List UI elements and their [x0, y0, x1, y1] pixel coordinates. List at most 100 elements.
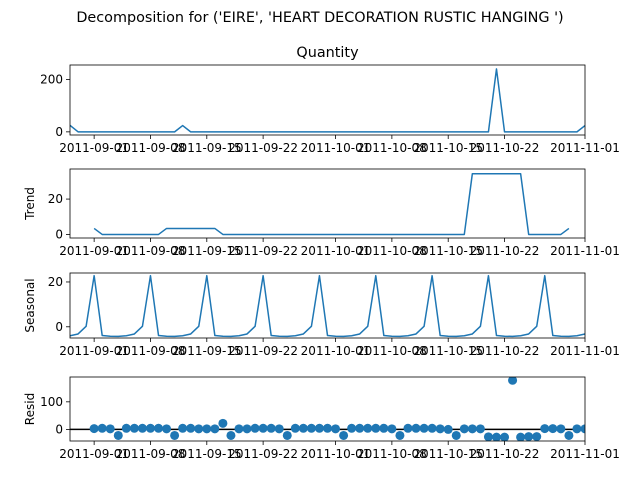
series-line: [70, 274, 585, 338]
resid-point: [491, 432, 501, 441]
y-axis-label: Trend: [23, 187, 37, 221]
resid-point: [234, 424, 244, 434]
resid-point: [403, 423, 413, 433]
x-tick-label: 2011-10-08: [357, 344, 427, 358]
axes-frame: [69, 64, 586, 136]
resid-point: [548, 424, 558, 434]
x-tick-label: 2011-11-01: [550, 244, 620, 258]
x-tick-label: 2011-10-08: [357, 244, 427, 258]
resid-point: [339, 430, 349, 440]
resid-point: [395, 430, 405, 440]
resid-point: [89, 424, 99, 434]
x-tick-label: 2011-11-01: [550, 344, 620, 358]
panel-observed: Quantity02002011-09-012011-09-082011-09-…: [40, 45, 620, 155]
panel-resid: Resid01002011-09-012011-09-082011-09-152…: [23, 376, 620, 461]
y-tick-label: 200: [40, 72, 63, 86]
x-tick-label: 2011-10-08: [357, 447, 427, 461]
resid-point: [202, 424, 212, 434]
resid-point: [154, 423, 164, 433]
x-tick-label: 2011-10-01: [301, 447, 371, 461]
resid-point: [306, 423, 316, 433]
resid-point: [250, 423, 260, 433]
x-tick-label: 2011-10-22: [470, 447, 540, 461]
resid-point: [451, 430, 461, 440]
resid-point: [387, 424, 397, 434]
panel-seasonal: Seasonal 0 20 2011-09-012011-09-082011-09-1…: [23, 272, 620, 358]
resid-point: [121, 423, 131, 433]
resid-point: [323, 423, 332, 433]
resid-point: [508, 377, 518, 385]
resid-point: [210, 424, 220, 434]
x-tick-label: 2011-09-08: [116, 244, 186, 258]
x-tick-label: 2011-10-15: [413, 344, 483, 358]
resid-point: [435, 424, 445, 434]
resid-point: [483, 432, 493, 441]
x-tick-label: 2011-10-22: [470, 141, 540, 155]
series-trend: [93, 173, 570, 236]
resid-point: [186, 423, 196, 433]
resid-point: [419, 423, 429, 433]
resid-point: [379, 423, 389, 433]
resid-point: [371, 423, 381, 433]
resid-point: [178, 423, 188, 433]
resid-point: [129, 423, 139, 433]
x-tick-label: 2011-09-22: [228, 344, 298, 358]
resid-point: [443, 424, 453, 434]
resid-point: [411, 423, 421, 433]
resid-point: [459, 424, 469, 434]
panel-title: Quantity: [296, 45, 359, 61]
x-tick-label: 2011-09-15: [172, 344, 242, 358]
resid-point: [564, 430, 574, 440]
x-tick-label: 2011-09-22: [228, 447, 298, 461]
y-tick-label: 20: [48, 275, 63, 289]
resid-point: [274, 424, 284, 434]
panel-trend: Trend0202011-09-012011-09-082011-09-1520…: [23, 168, 620, 258]
resid-point: [516, 432, 526, 441]
y-tick-label: 0: [55, 320, 63, 334]
y-tick-label: 0: [55, 227, 63, 241]
x-tick-label: 2011-10-15: [413, 244, 483, 258]
axes-frame: [69, 376, 586, 442]
panels-group: Quantity02002011-09-012011-09-082011-09-…: [23, 45, 620, 461]
y-tick-label: 0: [55, 125, 63, 139]
x-tick-label: 2011-09-15: [172, 447, 242, 461]
resid-point: [170, 430, 180, 440]
x-tick-label: 2011-10-01: [301, 344, 371, 358]
resid-point: [524, 432, 534, 441]
y-tick-label: 0: [55, 422, 63, 436]
figure-title: Decomposition for ('EIRE', 'HEART DECORA…: [76, 10, 563, 26]
resid-point: [475, 424, 485, 434]
x-tick-label: 2011-10-08: [357, 141, 427, 155]
x-tick-label: 2011-10-22: [470, 244, 540, 258]
x-tick-label: 2011-09-01: [59, 447, 129, 461]
x-tick-label: 2011-09-08: [116, 344, 186, 358]
x-tick-label: 2011-10-15: [413, 447, 483, 461]
resid-point: [467, 424, 477, 434]
resid-point: [331, 424, 341, 434]
resid-point: [218, 418, 228, 428]
x-tick-label: 2011-09-15: [172, 244, 242, 258]
resid-point: [242, 424, 252, 434]
y-tick-label: 100: [40, 395, 63, 409]
resid-point: [540, 424, 550, 434]
y-axis-label: Seasonal: [23, 278, 37, 332]
resid-point: [355, 423, 365, 433]
series-line: [93, 173, 570, 236]
x-tick-label: 2011-09-22: [228, 244, 298, 258]
resid-point: [226, 430, 236, 440]
resid-point: [347, 423, 357, 433]
resid-point: [162, 424, 172, 434]
y-tick-label: 20: [48, 192, 63, 206]
resid-point: [113, 430, 123, 440]
resid-point: [363, 423, 373, 433]
x-tick-label: 2011-11-01: [550, 447, 620, 461]
resid-point: [137, 423, 147, 433]
resid-point: [105, 424, 115, 434]
x-tick-label: 2011-11-01: [550, 141, 620, 155]
x-tick-label: 2011-09-08: [116, 447, 186, 461]
x-tick-label: 2011-09-01: [59, 344, 129, 358]
axes-frame: [69, 168, 586, 239]
x-tick-label: 2011-09-15: [172, 141, 242, 155]
resid-point: [258, 423, 268, 433]
